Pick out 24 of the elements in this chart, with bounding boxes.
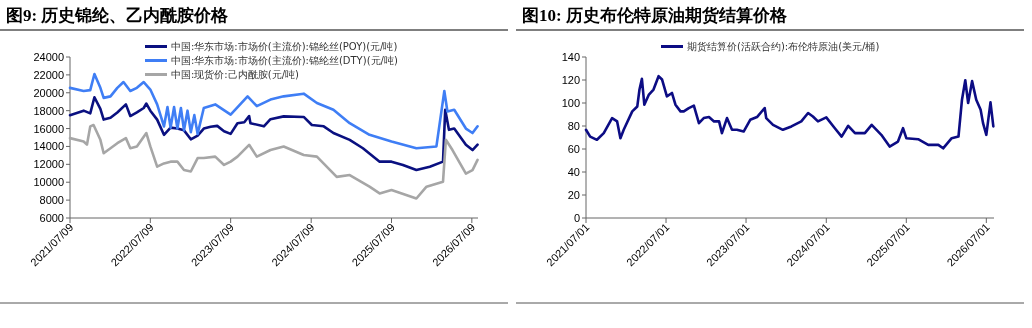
y-tick-label: 20000 (33, 86, 64, 99)
y-tick-label: 14000 (33, 140, 64, 153)
y-tick-label: 8000 (39, 194, 64, 207)
y-tick-label: 120 (561, 74, 580, 86)
y-tick-label: 20 (567, 189, 580, 201)
y-tick-label: 40 (567, 166, 580, 178)
y-tick-label: 140 (561, 51, 580, 63)
y-tick-label: 22000 (33, 68, 64, 81)
y-tick-label: 0 (573, 212, 580, 224)
legend-label: 期货结算价(活跃合约):布伦特原油(美元/桶) (687, 41, 880, 52)
y-tick-label: 6000 (39, 212, 64, 224)
legend-label: 中国:华东市场:市场价(主流价):锦纶丝(DTY)(元/吨) (171, 55, 398, 66)
y-tick-label: 12000 (33, 158, 64, 171)
y-tick-label: 60 (567, 143, 580, 155)
y-tick-label: 18000 (33, 104, 64, 117)
y-tick-label: 24000 (33, 51, 64, 63)
y-tick-label: 16000 (33, 122, 64, 135)
y-tick-label: 80 (567, 120, 580, 132)
legend-label: 中国:现货价:己内酰胺(元/吨) (171, 69, 300, 80)
chart-title: 图10: 历史布伦特原油期货结算价格 (522, 6, 788, 25)
legend-label: 中国:华东市场:市场价(主流价):锦纶丝(POY)(元/吨) (171, 41, 398, 52)
y-tick-label: 100 (561, 97, 580, 109)
y-tick-label: 10000 (33, 176, 64, 189)
chart-title: 图9: 历史锦纶、乙内酰胺价格 (6, 6, 230, 25)
